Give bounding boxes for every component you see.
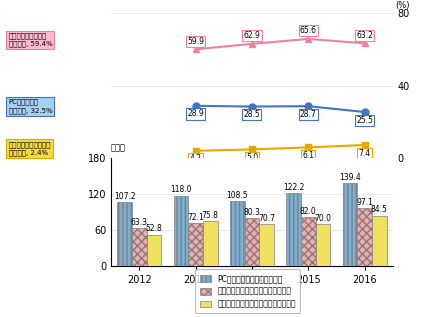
- Text: 62.9: 62.9: [243, 31, 260, 40]
- Text: 52.8: 52.8: [145, 224, 162, 233]
- Bar: [342, 183, 357, 266]
- Text: モバイルネット利用
行為者率, 59.4%: モバイルネット利用 行為者率, 59.4%: [9, 33, 52, 47]
- Bar: [146, 235, 161, 266]
- Text: 25.5: 25.5: [355, 116, 372, 125]
- Text: 72.1: 72.1: [187, 213, 204, 222]
- Text: 80.3: 80.3: [243, 208, 260, 217]
- Bar: [371, 216, 386, 266]
- Bar: [117, 202, 132, 266]
- Text: 63.3: 63.3: [130, 218, 147, 227]
- Text: 70.0: 70.0: [314, 214, 331, 223]
- Text: 7.4: 7.4: [358, 149, 370, 158]
- Text: 82.0: 82.0: [299, 207, 316, 216]
- Text: (%): (%): [395, 1, 409, 10]
- Text: 84.5: 84.5: [370, 205, 387, 215]
- Text: 65.6: 65.6: [299, 26, 316, 35]
- Bar: [315, 224, 329, 266]
- Text: 70.7: 70.7: [257, 214, 274, 223]
- Bar: [173, 196, 188, 266]
- Text: 107.2: 107.2: [113, 192, 135, 201]
- Text: 118.0: 118.0: [170, 185, 191, 194]
- Text: 4.2: 4.2: [189, 154, 201, 164]
- Text: 108.5: 108.5: [226, 191, 248, 200]
- Text: 75.8: 75.8: [201, 211, 218, 220]
- Text: 5.0: 5.0: [245, 153, 257, 162]
- Bar: [132, 228, 146, 266]
- Text: 97.1: 97.1: [355, 198, 372, 207]
- Bar: [357, 208, 371, 266]
- Text: 59.9: 59.9: [187, 37, 204, 46]
- Bar: [202, 221, 217, 266]
- Bar: [259, 224, 273, 266]
- Bar: [286, 193, 300, 266]
- Text: 28.9: 28.9: [187, 109, 204, 119]
- Text: PCネット利用
行為者率, 32.5%: PCネット利用 行為者率, 32.5%: [9, 99, 52, 113]
- Bar: [188, 223, 202, 266]
- Text: 63.2: 63.2: [355, 31, 372, 40]
- Text: （分）: （分）: [111, 144, 126, 152]
- Text: 139.4: 139.4: [338, 173, 360, 182]
- Bar: [300, 217, 315, 266]
- Text: タブレットネット利用
行為者率, 2.4%: タブレットネット利用 行為者率, 2.4%: [9, 141, 51, 156]
- Text: 122.2: 122.2: [282, 183, 304, 192]
- Text: 6.1: 6.1: [302, 151, 314, 160]
- Text: 28.5: 28.5: [243, 110, 260, 119]
- Legend: PCネット利用行為者平均時間, モバイルネット利用行為者平均時間, タブレットネット利用行為者平均時間: PCネット利用行為者平均時間, モバイルネット利用行為者平均時間, タブレットネ…: [195, 269, 299, 313]
- Bar: [230, 201, 244, 266]
- Text: 28.7: 28.7: [299, 110, 316, 119]
- Bar: [244, 218, 259, 266]
